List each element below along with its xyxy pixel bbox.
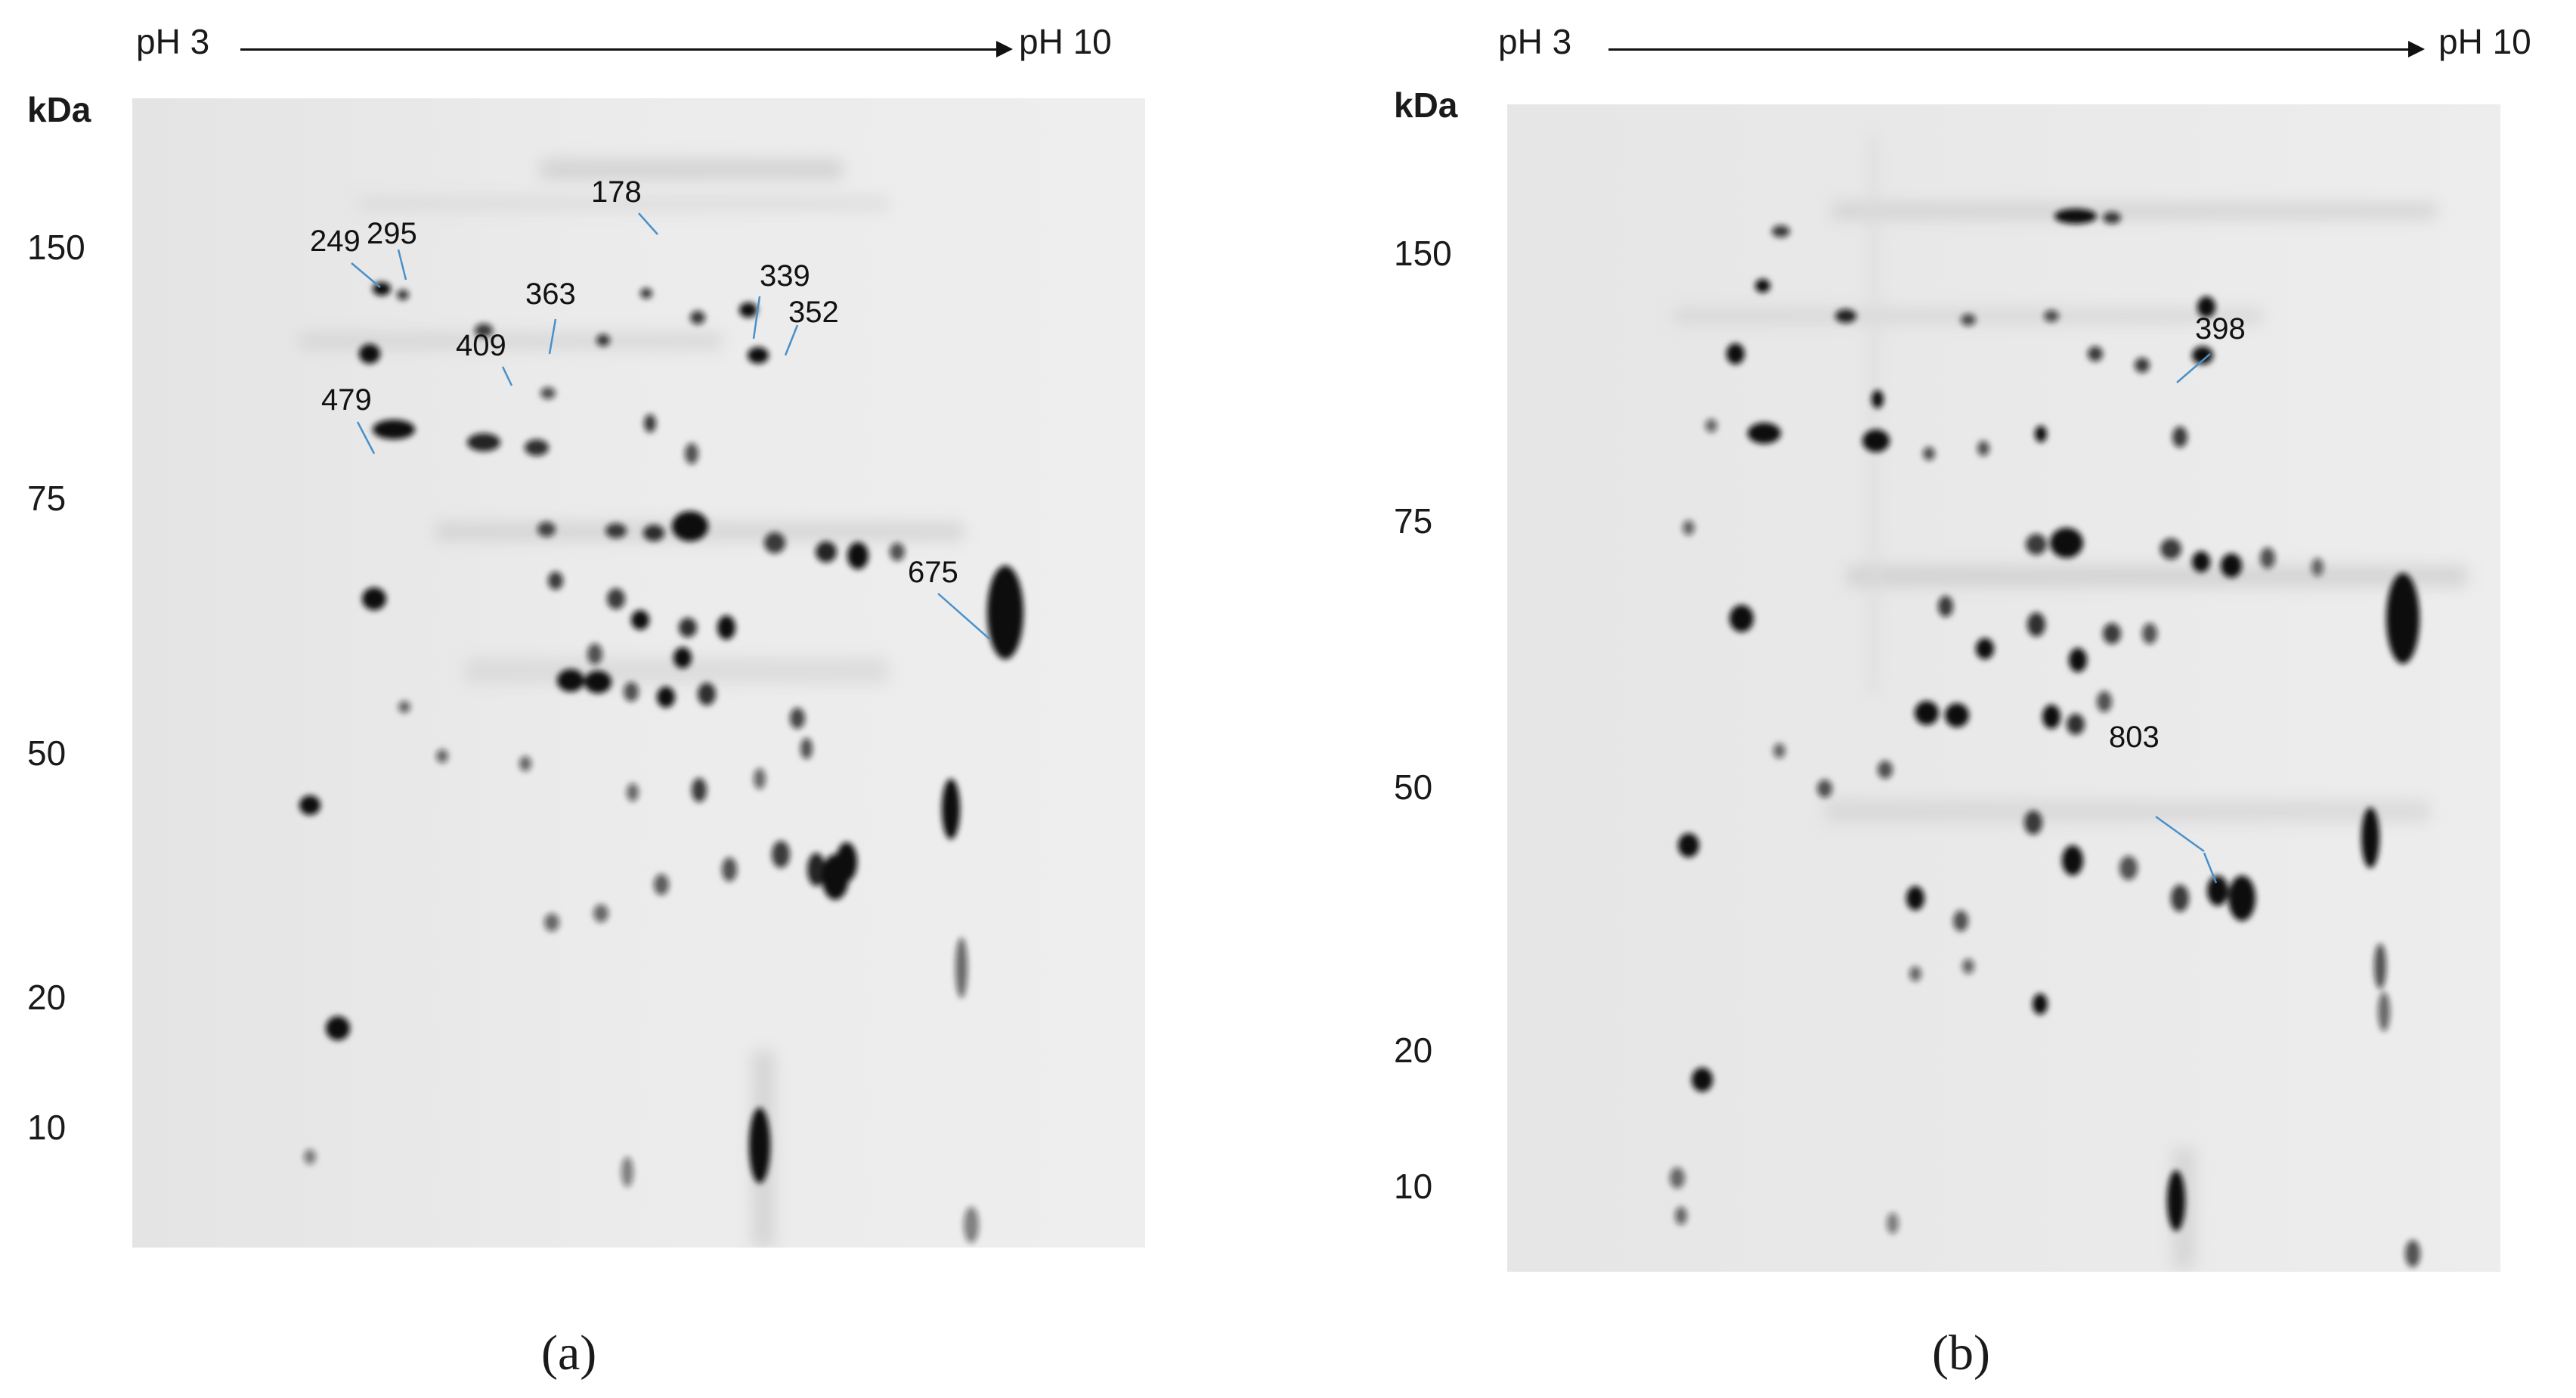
gel-figure-b: pH 3 pH 10 kDa 150 75 50 20 10 [1361,0,2576,1398]
mw-tick-label: 20 [27,978,67,1017]
mw-tick-label: 75 [27,479,67,518]
ph-gradient-arrow [1608,48,2410,51]
spot-label: 352 [788,296,839,329]
spot-label: 803 [2109,721,2160,754]
mw-unit-label: kDa [1394,85,1458,125]
gel-image-b: 398 803 [1507,104,2500,1272]
ph-end-label: pH 10 [2438,22,2531,61]
spot-label: 249 [310,225,361,258]
spot-label: 398 [2195,312,2246,346]
ph-gradient-arrow [240,48,998,51]
mw-unit-label: kDa [27,90,91,129]
ph-end-label: pH 10 [1019,22,1112,61]
arrow-head-icon [996,41,1013,57]
ph-start-label: pH 3 [136,22,210,61]
spot-label: 339 [760,259,810,293]
spot-label: 363 [525,277,576,311]
spot-label: 409 [456,329,506,362]
mw-tick-label: 10 [27,1108,67,1147]
mw-tick-label: 75 [1394,501,1433,541]
mw-tick-label: 20 [1394,1031,1433,1070]
mw-tick-label: 150 [27,228,85,267]
panel-caption: (a) [541,1325,597,1381]
spot-label: 675 [908,556,958,589]
mw-tick-label: 10 [1394,1167,1433,1206]
spot-label: 295 [367,217,417,250]
ph-start-label: pH 3 [1498,22,1572,61]
spot-label: 479 [321,383,372,417]
spot-label: 178 [591,175,642,209]
gel-figure-a: pH 3 pH 10 kDa 150 75 50 20 10 [0,0,1285,1398]
gel-image-a: 178 249 295 363 339 352 409 479 675 [132,98,1145,1248]
panel-caption: (b) [1932,1325,1990,1381]
mw-tick-label: 50 [27,733,67,773]
mw-tick-label: 150 [1394,234,1452,273]
mw-tick-label: 50 [1394,767,1433,807]
arrow-head-icon [2408,41,2425,57]
